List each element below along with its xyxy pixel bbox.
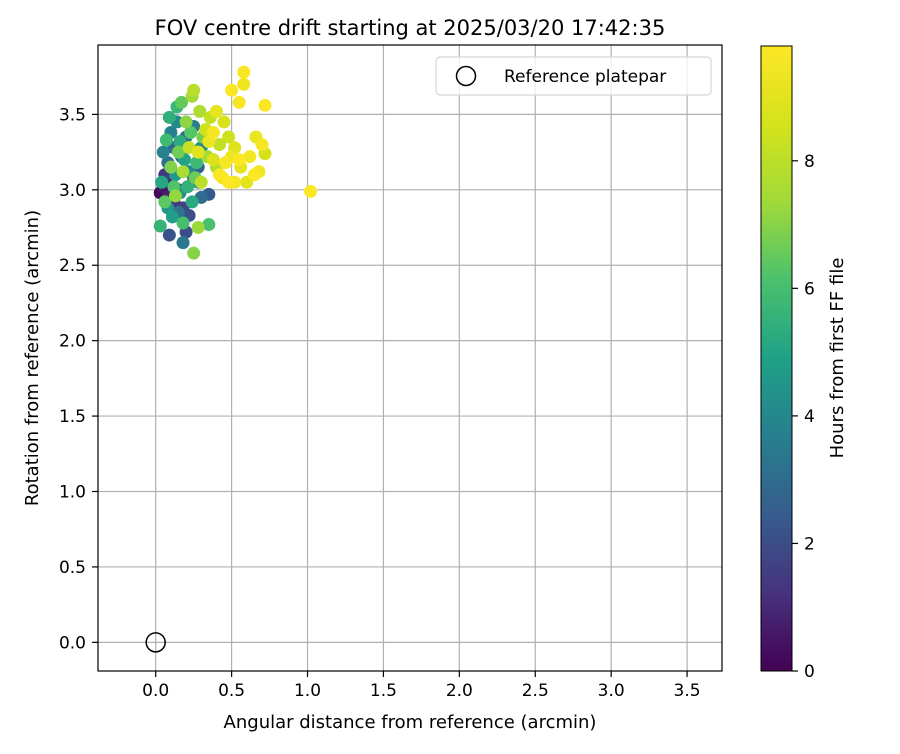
- colorbar-gradient: [760, 45, 793, 672]
- data-point: [304, 184, 318, 198]
- legend: Reference platepar: [435, 56, 712, 96]
- data-point: [153, 219, 167, 233]
- y-tick-label: 0.0: [59, 633, 86, 653]
- data-point: [179, 115, 193, 129]
- x-axis-label: Angular distance from reference (arcmin): [224, 712, 597, 733]
- reference-platepar-marker: [145, 632, 166, 653]
- data-point: [202, 218, 216, 232]
- data-point: [206, 125, 220, 139]
- colorbar-tick-label: 2: [804, 534, 815, 554]
- y-tick-label: 2.0: [59, 332, 86, 352]
- y-tick-label: 1.5: [59, 407, 86, 427]
- y-tick-label: 2.5: [59, 256, 86, 276]
- data-point: [212, 138, 226, 152]
- x-tick-label: 2.0: [446, 681, 473, 701]
- data-point: [187, 246, 201, 260]
- data-point: [181, 180, 195, 194]
- data-point: [194, 175, 208, 189]
- x-tick-label: 3.0: [598, 681, 625, 701]
- data-point: [171, 145, 185, 159]
- data-point: [185, 195, 199, 209]
- data-point: [222, 175, 236, 189]
- data-point: [159, 133, 173, 147]
- data-point: [217, 115, 231, 129]
- y-axis-label: Rotation from reference (arcmin): [22, 210, 43, 506]
- data-point: [225, 83, 239, 97]
- data-points: [153, 65, 318, 260]
- legend-box: [435, 56, 712, 96]
- data-point: [209, 104, 223, 118]
- colorbar-tick-label: 6: [804, 279, 815, 299]
- data-point: [176, 216, 190, 230]
- colorbar: 0 2 4 6 8 Hours from first FF file: [760, 45, 848, 682]
- data-point: [191, 221, 205, 235]
- x-tick-label: 0.5: [218, 681, 245, 701]
- y-tick-label: 3.5: [59, 105, 86, 125]
- y-tick-label: 1.0: [59, 482, 86, 502]
- x-tick-label: 2.5: [522, 681, 549, 701]
- x-axis-ticks: 0.0 0.5 1.0 1.5 2.0 2.5 3.0 3.5: [142, 671, 701, 701]
- data-point: [162, 228, 176, 242]
- data-point: [243, 150, 257, 164]
- data-point: [164, 160, 178, 174]
- x-tick-label: 3.5: [674, 681, 701, 701]
- data-point: [237, 65, 251, 79]
- data-point: [237, 77, 251, 91]
- colorbar-tick-label: 8: [804, 152, 815, 172]
- grid-lines: [98, 45, 722, 671]
- chart-title: FOV centre drift starting at 2025/03/20 …: [155, 16, 666, 40]
- data-point: [255, 138, 269, 152]
- legend-reference-label: Reference platepar: [504, 67, 666, 87]
- data-point: [222, 130, 236, 144]
- colorbar-label: Hours from first FF file: [827, 258, 848, 459]
- data-point: [155, 175, 169, 189]
- x-tick-label: 1.5: [370, 681, 397, 701]
- data-point: [219, 156, 233, 170]
- data-point: [168, 189, 182, 203]
- data-point: [258, 98, 272, 112]
- data-point: [176, 165, 190, 179]
- colorbar-tick-label: 4: [804, 407, 815, 427]
- x-tick-label: 1.0: [294, 681, 321, 701]
- data-point: [165, 210, 179, 224]
- data-point: [206, 153, 220, 167]
- data-point: [175, 95, 189, 109]
- colorbar-tick-label: 0: [804, 662, 815, 682]
- data-point: [162, 110, 176, 124]
- y-tick-label: 3.0: [59, 181, 86, 201]
- data-point: [158, 195, 172, 209]
- data-point: [190, 156, 204, 170]
- x-tick-label: 0.0: [142, 681, 169, 701]
- data-point: [232, 153, 246, 167]
- legend-reference-marker: [455, 65, 477, 87]
- colorbar-ticks: 0 2 4 6 8: [792, 152, 815, 682]
- data-point: [176, 236, 190, 250]
- plot-frame: [97, 44, 723, 672]
- data-point: [184, 125, 198, 139]
- data-point: [247, 168, 261, 182]
- data-point: [156, 145, 170, 159]
- y-axis-ticks: 0.0 0.5 1.0 1.5 2.0 2.5 3.0 3.5: [59, 105, 98, 653]
- plot-area: 0.0 0.5 1.0 1.5 2.0 2.5 3.0 3.5 0.0 0.5 1.0 1.5 2.0…: [59, 44, 723, 701]
- data-point: [232, 95, 246, 109]
- data-point: [191, 145, 205, 159]
- data-point: [193, 104, 207, 118]
- y-tick-label: 0.5: [59, 558, 86, 578]
- data-point: [212, 168, 226, 182]
- data-point: [187, 83, 201, 97]
